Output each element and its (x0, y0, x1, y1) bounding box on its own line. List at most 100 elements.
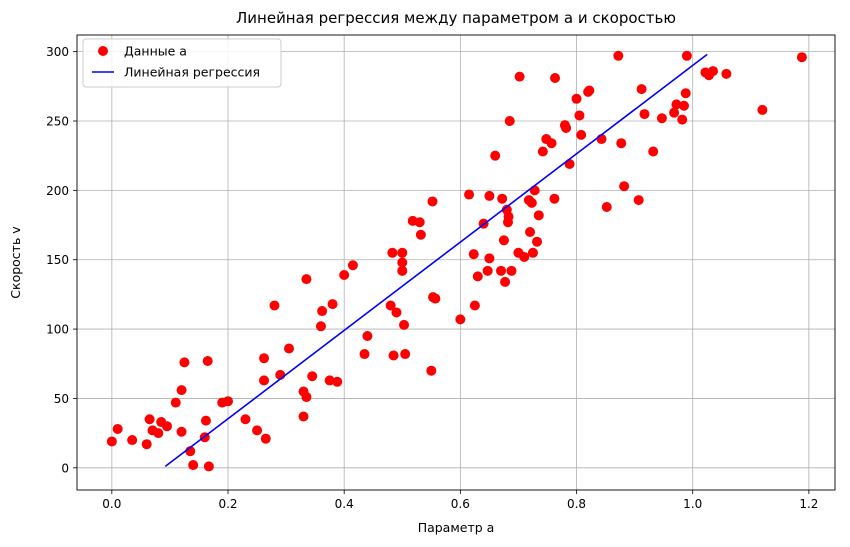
data-point (112, 423, 123, 434)
data-point (223, 396, 234, 407)
data-point (537, 146, 548, 157)
data-point (179, 357, 190, 368)
data-point (176, 385, 187, 396)
data-point (301, 274, 312, 285)
data-point (757, 104, 768, 115)
data-point (455, 314, 466, 325)
legend: Данные a Линейная регрессия (82, 38, 282, 88)
data-point (571, 93, 582, 104)
data-point (576, 129, 587, 140)
y-tick-label: 300 (46, 45, 69, 59)
chart-title: Линейная регрессия между параметром a и … (236, 9, 676, 27)
data-point (484, 190, 495, 201)
data-point (527, 247, 538, 258)
data-point (141, 439, 152, 450)
x-axis-ticks: 0.0 0.2 0.4 0.6 0.8 1.0 1.2 (102, 490, 818, 511)
data-point (468, 249, 479, 260)
y-tick-label: 0 (61, 461, 69, 475)
data-point (529, 185, 540, 196)
data-point (298, 411, 309, 422)
data-point (388, 350, 399, 361)
data-point (332, 376, 343, 387)
data-point (362, 331, 373, 342)
data-point (106, 436, 117, 447)
data-point (188, 460, 199, 471)
data-point (526, 197, 537, 208)
data-point (144, 414, 155, 425)
plot-series (106, 50, 807, 472)
data-point (616, 138, 627, 149)
data-point (584, 85, 595, 96)
x-tick-label: 0.2 (218, 497, 237, 511)
data-point (307, 371, 318, 382)
data-point (561, 122, 572, 133)
data-point (671, 99, 682, 110)
data-point (564, 159, 575, 170)
data-point (472, 271, 483, 282)
data-point (498, 235, 509, 246)
data-point (324, 375, 335, 386)
data-point (532, 236, 543, 247)
data-point (514, 71, 525, 82)
data-point (519, 251, 530, 262)
regression-line (164, 53, 708, 468)
data-point (259, 353, 270, 364)
data-point (464, 189, 475, 200)
data-point (639, 109, 650, 120)
data-point (269, 300, 280, 311)
data-point (315, 321, 326, 332)
data-point (708, 66, 719, 77)
data-point (549, 193, 560, 204)
data-point (796, 52, 807, 63)
data-point (252, 425, 263, 436)
data-point (301, 392, 312, 403)
y-axis-ticks: 0 50 100 150 200 250 300 (46, 45, 77, 475)
data-point (200, 415, 211, 426)
data-point (504, 116, 515, 127)
data-point (677, 114, 688, 125)
y-tick-label: 100 (46, 323, 69, 337)
x-axis-label: Параметр a (418, 520, 495, 535)
legend-box (82, 38, 282, 88)
data-point (506, 265, 517, 276)
grid-lines (77, 35, 835, 490)
data-point (391, 307, 402, 318)
y-tick-label: 250 (46, 115, 69, 129)
y-tick-label: 150 (46, 253, 69, 267)
data-point (170, 397, 181, 408)
data-point (284, 343, 295, 354)
data-point (574, 110, 585, 121)
data-point (503, 211, 514, 222)
plot-area-frame (76, 34, 836, 491)
data-point (484, 253, 495, 264)
data-point (327, 299, 338, 310)
data-point (613, 50, 624, 61)
data-point (397, 265, 408, 276)
data-point (678, 100, 689, 111)
data-point (176, 426, 187, 437)
legend-label-data: Данные a (124, 44, 187, 59)
data-point (427, 196, 438, 207)
data-point (500, 276, 511, 287)
data-point (469, 300, 480, 311)
data-point (482, 265, 493, 276)
data-point (648, 146, 659, 157)
x-tick-label: 0.8 (567, 497, 586, 511)
data-point (426, 365, 437, 376)
data-point (415, 229, 426, 240)
legend-marker-data (98, 46, 108, 56)
x-tick-label: 0.0 (102, 497, 121, 511)
data-point (400, 349, 411, 360)
data-point (681, 50, 692, 61)
data-point (347, 260, 358, 271)
data-point (202, 355, 213, 366)
data-point (533, 210, 544, 221)
data-point (397, 247, 408, 258)
data-point (636, 84, 647, 95)
data-point (633, 195, 644, 206)
data-point (497, 193, 508, 204)
data-point (656, 113, 667, 124)
data-point (496, 265, 507, 276)
data-point (721, 68, 732, 79)
